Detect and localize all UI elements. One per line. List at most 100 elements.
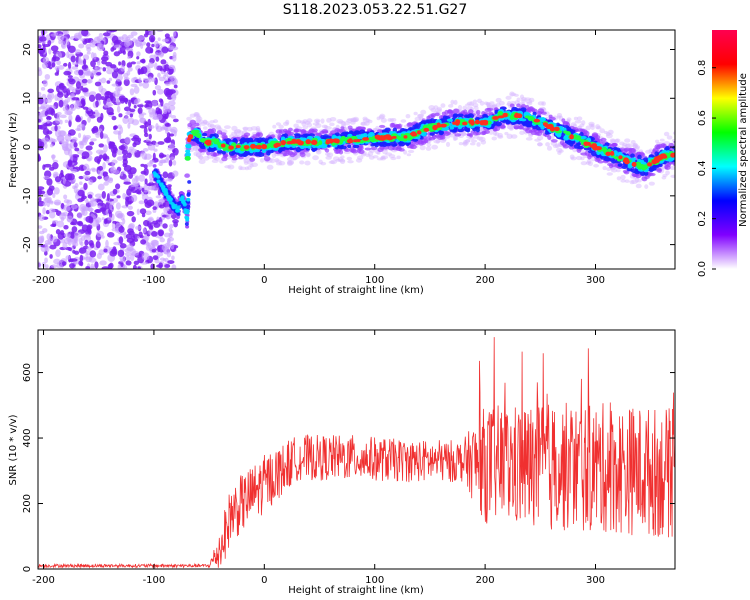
spectrogram-noise-point — [136, 61, 141, 65]
spectrogram-ridge-point — [304, 160, 311, 166]
spectrogram-noise-point — [98, 85, 104, 93]
spectrogram-noise-point — [52, 162, 59, 170]
spectrogram-noise-point — [89, 266, 96, 269]
spectrogram-ridge-point — [231, 131, 238, 136]
spectrogram-ridge-point — [338, 159, 346, 163]
spectrogram-ridge-point — [615, 138, 621, 143]
spectrogram-noise-point — [149, 159, 155, 163]
spectrogram-ridge-point — [413, 111, 418, 116]
spectrogram-noise-point — [68, 166, 74, 170]
spectrogram-noise-point — [149, 222, 153, 229]
spectrogram-ridge-point — [670, 174, 675, 179]
spectrogram-noise-point — [38, 196, 42, 203]
spectrogram-noise-point — [128, 99, 132, 108]
spectrogram-noise-point — [67, 247, 72, 251]
spectrogram-ridge-point — [610, 150, 615, 156]
spectrogram-noise-point — [81, 209, 88, 216]
spectrogram-ridge-point — [274, 158, 280, 163]
spectrogram-noise-point — [171, 264, 177, 269]
spectrogram-ridge-point — [255, 128, 261, 132]
spectrogram-hook-point — [185, 224, 190, 229]
spectrogram-noise-point — [126, 244, 134, 251]
spectrogram-noise-point — [89, 141, 95, 146]
spectrogram-noise-point — [40, 102, 48, 109]
spectrogram-ridge-point — [387, 118, 393, 122]
spectrogram-ridge-point — [370, 146, 378, 151]
spectrogram-ridge-point — [537, 101, 545, 106]
spectrogram-noise-point — [133, 260, 140, 265]
spectrogram-noise-point — [78, 43, 85, 49]
spectrogram-noise-point — [44, 257, 48, 264]
spectrogram-noise-point — [172, 118, 179, 123]
spectrogram-noise-point — [161, 46, 169, 54]
spectrogram-ridge-point — [320, 118, 325, 124]
spectrogram-ridge-point — [436, 106, 443, 112]
spectrogram-noise-point — [67, 75, 73, 79]
spectrogram-ridge-point — [249, 157, 256, 162]
spectrogram-ridge-point — [513, 108, 521, 112]
spectrogram-noise-point — [164, 72, 169, 77]
spectrogram-noise-point — [168, 45, 174, 51]
spectrogram-noise-point — [38, 44, 42, 49]
spectrogram-ridge-point — [376, 157, 384, 161]
spectrogram-noise-point — [42, 128, 50, 136]
spectrogram-noise-point — [121, 149, 128, 155]
spectrogram-noise-point — [61, 261, 67, 266]
spectrogram-noise-point — [115, 202, 121, 210]
spectrogram-noise-point — [154, 85, 162, 91]
spectrogram-noise-point — [116, 195, 121, 199]
spectrogram-noise-point — [70, 231, 76, 239]
spectrogram-ridge-point — [422, 135, 428, 141]
spectrogram-ridge-point — [280, 139, 287, 146]
spectrogram-noise-point — [59, 119, 63, 125]
spectrogram-ridge-point — [483, 129, 490, 135]
spectrogram-noise-point — [164, 82, 171, 86]
spectrogram-ridge-point — [293, 129, 299, 133]
spectrogram-noise-point — [79, 141, 84, 149]
spectrogram-noise-point — [80, 241, 84, 247]
spectrogram-ridge-point — [190, 141, 195, 146]
spectrogram-ridge-point — [631, 179, 638, 185]
spectrogram-noise-point — [145, 210, 152, 216]
spectrogram-ridge-point — [439, 135, 446, 140]
spectrogram-noise-point — [42, 202, 47, 207]
spectrogram-noise-point — [115, 97, 120, 104]
spectrogram-ridge-point — [200, 145, 207, 150]
spectrogram-noise-point — [144, 100, 152, 104]
spectrogram-noise-point — [108, 144, 114, 150]
spectrogram-ridge-point — [405, 114, 411, 119]
spectrogram-noise-point — [169, 156, 175, 161]
spectrogram-noise-point — [95, 93, 102, 101]
spectrogram-noise-point — [69, 263, 75, 269]
spectrogram-noise-point — [97, 205, 101, 209]
spectrogram-ridge-point — [337, 120, 345, 124]
spectrogram-noise-point — [111, 70, 119, 79]
spectrogram-ridge-point — [604, 142, 610, 147]
spectrogram-ridge-point — [452, 135, 457, 142]
spectrogram-ridge-point — [544, 130, 550, 135]
spectrogram-ridge-point — [283, 152, 290, 157]
spectrogram-noise-point — [81, 65, 87, 70]
spectrogram-noise-point — [38, 106, 43, 111]
spectrogram-ridge-point — [377, 135, 383, 141]
spectrogram-noise-point — [167, 260, 175, 264]
spectrogram-noise-point — [105, 239, 109, 248]
spectrogram-ridge-point — [231, 142, 237, 148]
spectrogram-ridge-point — [228, 145, 234, 150]
spectrogram-noise-point — [53, 258, 61, 265]
spectrogram-noise-point — [164, 264, 171, 268]
spectrogram-ridge-point — [467, 133, 473, 137]
spectrogram-noise-point — [119, 243, 127, 249]
spectrogram-ridge-point — [603, 130, 609, 135]
spectrogram-noise-point — [145, 46, 153, 54]
spectrogram-ridge-point — [289, 159, 294, 165]
spectrogram-ridge-point — [478, 136, 486, 142]
spectrogram-noise-point — [57, 91, 64, 98]
spectrogram-noise-point — [46, 119, 50, 124]
spectrogram-noise-point — [131, 194, 138, 202]
spectrogram-noise-point — [95, 72, 102, 76]
spectrogram-ridge-point — [453, 113, 459, 118]
spectrogram-noise-point — [89, 39, 97, 48]
spectrogram-ridge-point — [391, 123, 396, 128]
spectrogram-noise-point — [125, 255, 131, 261]
